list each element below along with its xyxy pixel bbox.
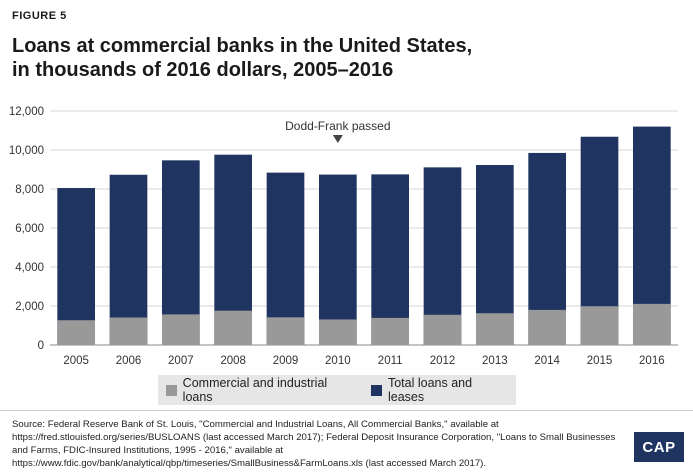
y-tick-label: 4,000	[15, 262, 44, 274]
bar-ci-loans	[632, 303, 671, 345]
y-tick-label: 10,000	[9, 145, 44, 157]
y-tick-label: 6,000	[15, 223, 44, 235]
figure-label: FIGURE 5	[12, 10, 67, 22]
x-tick-label: 2006	[116, 355, 142, 367]
legend: Commercial and industrial loans Total lo…	[158, 375, 516, 405]
x-axis-ticks: 2005 2006 2007 2008 2009 2010 2011 2012 2013 2014…	[63, 355, 664, 367]
legend-swatch-ci-loans	[166, 384, 177, 396]
x-tick-label: 2008	[220, 355, 246, 367]
bar-ci-loans	[475, 313, 514, 345]
chart-title-line2: in thousands of 2016 dollars, 2005–2016	[12, 59, 394, 81]
bar-total-loans	[161, 160, 200, 345]
bar-ci-loans	[528, 309, 567, 345]
legend-item-total-loans: Total loans and leases	[371, 376, 508, 404]
bar-ci-loans	[57, 320, 96, 345]
x-tick-label: 2012	[430, 355, 456, 367]
annotation: Dodd-Frank passed	[285, 119, 391, 143]
x-tick-label: 2007	[168, 355, 194, 367]
bar-total-loans	[371, 174, 410, 345]
chart-title-line1: Loans at commercial banks in the United …	[12, 35, 473, 57]
bar-ci-loans	[371, 317, 410, 345]
x-tick-label: 2013	[482, 355, 508, 367]
annotation-label: Dodd-Frank passed	[285, 119, 390, 133]
x-tick-label: 2011	[378, 355, 403, 367]
y-tick-label: 12,000	[9, 106, 44, 118]
legend-label-ci-loans: Commercial and industrial loans	[182, 376, 328, 404]
bar-ci-loans	[423, 314, 462, 345]
legend-item-ci-loans: Commercial and industrial loans	[166, 376, 355, 404]
bar-total-loans	[266, 172, 305, 345]
bar-ci-loans	[318, 319, 357, 345]
annotation-arrow-icon	[332, 135, 343, 143]
y-axis-ticks: 0 2,000 4,000 6,000 8,000 10,000 12,000	[9, 106, 44, 352]
divider	[0, 410, 693, 411]
x-tick-label: 2015	[587, 355, 613, 367]
legend-swatch-total-loans	[371, 384, 382, 396]
bar-total-loans	[109, 174, 148, 345]
bar-ci-loans	[214, 310, 253, 345]
y-tick-label: 8,000	[15, 184, 44, 196]
bar-total-loans	[318, 174, 357, 345]
bars	[57, 126, 671, 345]
bar-ci-loans	[580, 306, 619, 345]
source-note: Source: Federal Reserve Bank of St. Loui…	[12, 419, 616, 469]
chart-title: Loans at commercial banks in the United …	[12, 34, 672, 82]
bar-ci-loans	[161, 314, 200, 345]
bar-ci-loans	[266, 317, 305, 345]
y-tick-label: 0	[38, 340, 44, 352]
x-tick-label: 2005	[63, 355, 89, 367]
y-tick-label: 2,000	[15, 301, 44, 313]
legend-label-total-loans: Total loans and leases	[387, 376, 473, 404]
bar-ci-loans	[109, 317, 148, 345]
gridlines	[50, 110, 678, 346]
bar-total-loans	[57, 188, 96, 345]
x-tick-label: 2014	[534, 355, 560, 367]
cap-logo: CAP	[634, 432, 684, 462]
x-tick-label: 2016	[639, 355, 665, 367]
x-tick-label: 2010	[325, 355, 351, 367]
x-tick-label: 2009	[273, 355, 299, 367]
